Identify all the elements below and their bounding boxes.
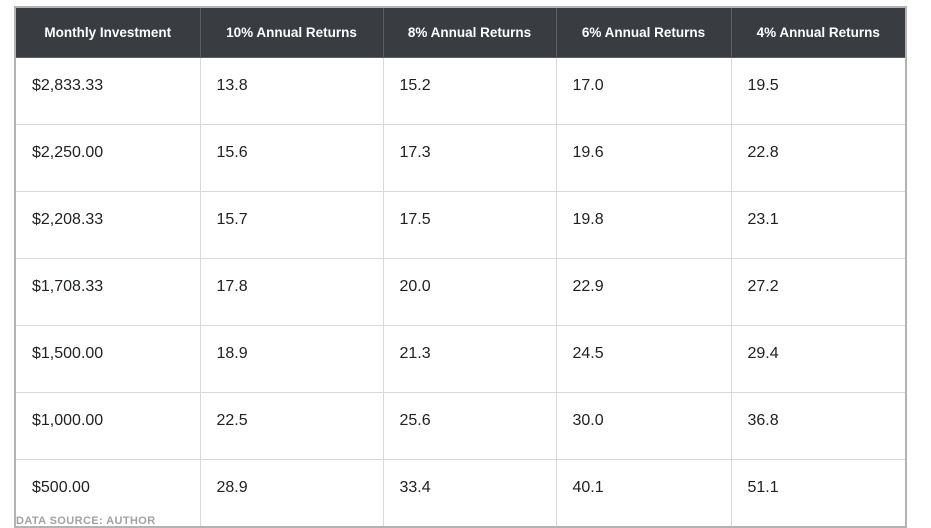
cell-years-value: 27.2: [730, 258, 907, 326]
cell-years-value: 24.5: [555, 325, 732, 393]
cell-years-value: 19.8: [555, 191, 732, 259]
cell-years-value: 17.5: [382, 191, 557, 259]
cell-monthly-investment: $1,500.00: [14, 325, 201, 393]
table-body: $2,833.33 13.8 15.2 17.0 19.5 $2,250.00 15.6 17…: [14, 57, 907, 528]
table-row: $2,833.33 13.8 15.2 17.0 19.5: [14, 57, 907, 125]
table-row: $1,000.00 22.5 25.6 30.0 36.8: [14, 392, 907, 460]
table-row: $1,500.00 18.9 21.3 24.5 29.4: [14, 325, 907, 393]
cell-years-value: 22.9: [555, 258, 732, 326]
cell-monthly-investment: $1,708.33: [14, 258, 201, 326]
cell-years-value: 36.8: [730, 392, 907, 460]
column-header: 10% Annual Returns: [199, 7, 384, 58]
cell-years-value: 15.2: [382, 57, 557, 125]
cell-years-value: 19.6: [555, 124, 732, 192]
column-header: 4% Annual Returns: [730, 7, 906, 58]
cell-years-value: 51.1: [730, 459, 907, 528]
cell-years-value: 40.1: [555, 459, 732, 528]
cell-years-value: 15.6: [199, 124, 384, 192]
table-row: $2,208.33 15.7 17.5 19.8 23.1: [14, 191, 907, 259]
cell-years-value: 17.8: [199, 258, 384, 326]
column-header: 6% Annual Returns: [555, 7, 732, 58]
cell-monthly-investment: $2,208.33: [14, 191, 201, 259]
cell-years-value: 17.3: [382, 124, 557, 192]
cell-years-value: 19.5: [730, 57, 907, 125]
cell-years-value: 20.0: [382, 258, 557, 326]
cell-years-value: 22.8: [730, 124, 907, 192]
cell-monthly-investment: $2,833.33: [14, 57, 201, 125]
cell-years-value: 28.9: [199, 459, 384, 528]
column-header: Monthly Investment: [15, 7, 201, 58]
returns-table: Monthly Investment 10% Annual Returns 8% A…: [14, 6, 907, 528]
table-row: $1,708.33 17.8 20.0 22.9 27.2: [14, 258, 907, 326]
table-row: $2,250.00 15.6 17.3 19.6 22.8: [14, 124, 907, 192]
cell-years-value: 29.4: [730, 325, 907, 393]
cell-monthly-investment: $500.00: [14, 459, 201, 528]
cell-monthly-investment: $2,250.00: [14, 124, 201, 192]
cell-years-value: 15.7: [199, 191, 384, 259]
cell-years-value: 25.6: [382, 392, 557, 460]
returns-table-container: Monthly Investment 10% Annual Returns 8% A…: [14, 6, 907, 528]
column-header: 8% Annual Returns: [382, 7, 557, 58]
cell-years-value: 22.5: [199, 392, 384, 460]
cell-years-value: 30.0: [555, 392, 732, 460]
table-header-row: Monthly Investment 10% Annual Returns 8% A…: [15, 7, 906, 58]
cell-years-value: 33.4: [382, 459, 557, 528]
cell-years-value: 13.8: [199, 57, 384, 125]
table-row: $500.00 28.9 33.4 40.1 51.1: [14, 459, 907, 528]
cell-years-value: 23.1: [730, 191, 907, 259]
cell-years-value: 17.0: [555, 57, 732, 125]
cell-years-value: 21.3: [382, 325, 557, 393]
cell-monthly-investment: $1,000.00: [14, 392, 201, 460]
cell-years-value: 18.9: [199, 325, 384, 393]
data-source-caption: DATA SOURCE: AUTHOR: [16, 515, 156, 527]
